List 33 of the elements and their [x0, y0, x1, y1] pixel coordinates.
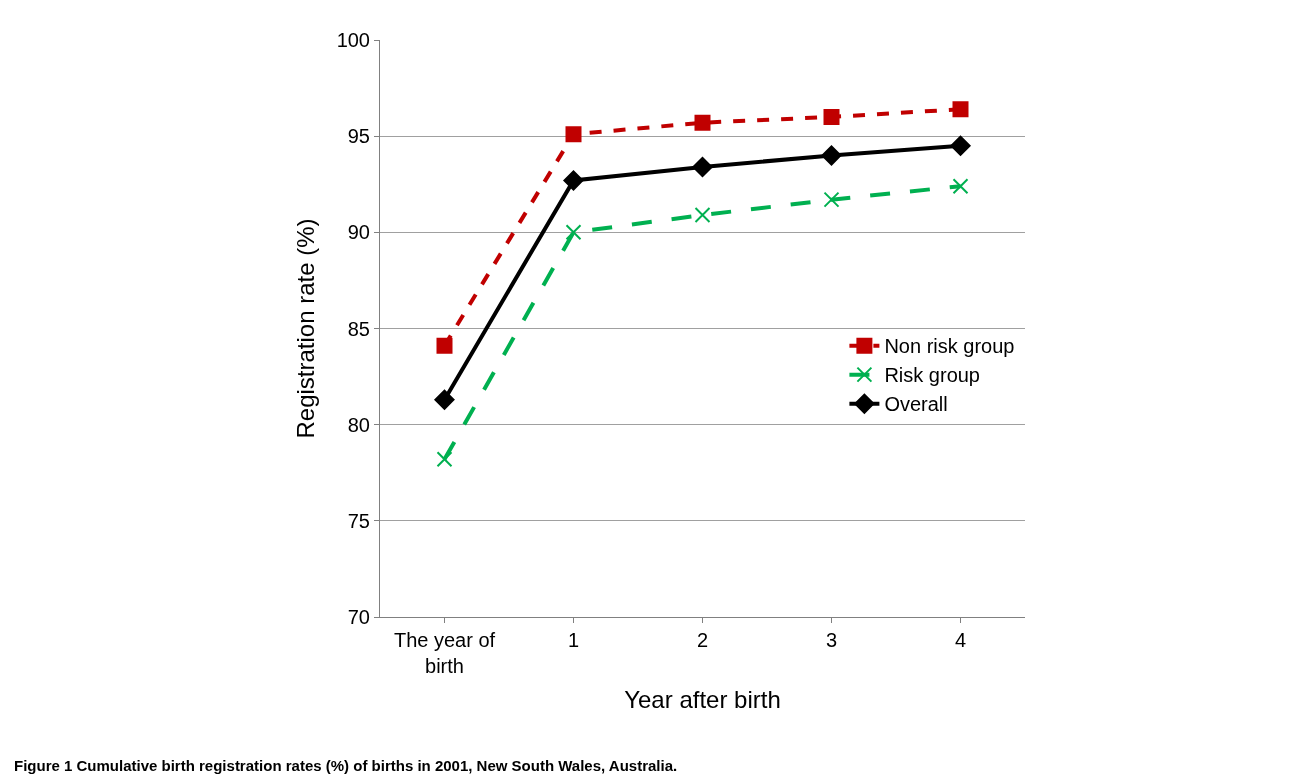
point	[950, 135, 971, 156]
point	[563, 170, 584, 191]
point	[821, 145, 842, 166]
y-tick-label: 75	[347, 509, 370, 532]
legend-label: Non risk group	[884, 335, 1015, 358]
point	[436, 337, 453, 354]
y-tick-label: 95	[347, 125, 370, 148]
point	[952, 101, 969, 118]
y-tick-label: 80	[347, 413, 370, 436]
x-tick-label: 1	[567, 629, 580, 651]
legend-label: Overall	[884, 393, 948, 416]
x-tick-label: 3	[825, 629, 838, 651]
point	[694, 114, 711, 131]
x-tick-label: 2	[696, 629, 709, 651]
y-tick-label: 70	[347, 606, 370, 628]
point	[565, 126, 582, 143]
legend-label: Risk group	[884, 364, 981, 387]
x-tick-label: The year of birth	[393, 629, 496, 677]
y-tick-label: 90	[347, 221, 370, 244]
x-axis-title: Year after birth	[624, 686, 781, 714]
y-axis-title: Registration rate (%)	[291, 218, 319, 439]
point	[565, 224, 582, 241]
point	[692, 156, 713, 178]
y-tick-label: 100	[336, 29, 370, 51]
y-tick-label: 85	[347, 317, 370, 340]
point	[952, 178, 969, 195]
point	[823, 191, 840, 208]
point	[436, 451, 453, 468]
point	[823, 108, 840, 125]
caption: Figure 1 Cumulative birth registration rates (%) of births in 2001, New South Wales, Australia.	[14, 757, 678, 774]
point	[434, 389, 455, 410]
point	[694, 207, 711, 224]
x-tick-label: 4	[954, 629, 967, 651]
